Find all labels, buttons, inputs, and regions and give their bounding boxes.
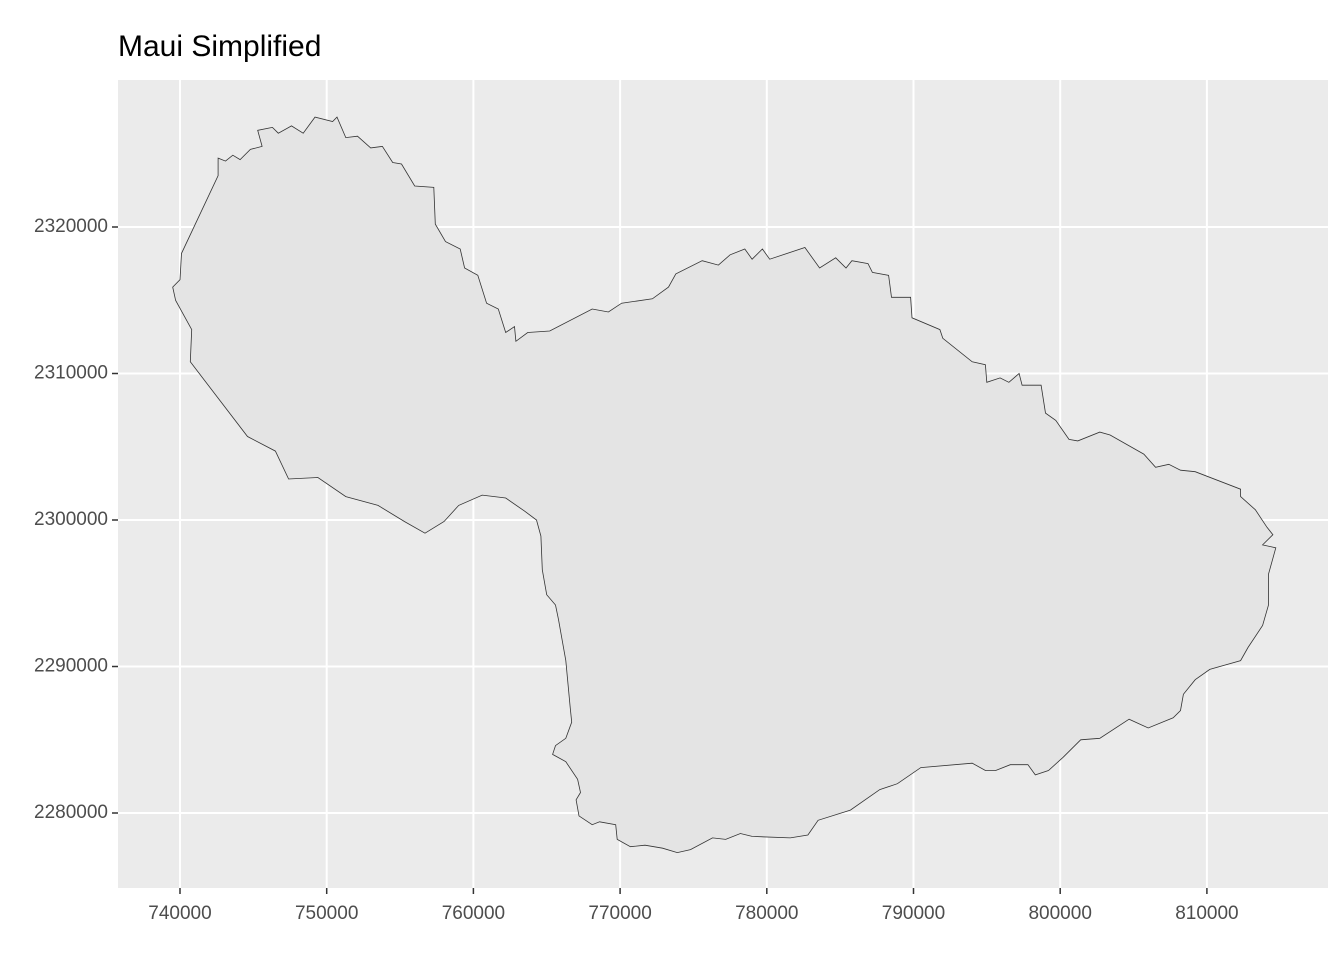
x-tick-label: 800000	[1028, 903, 1091, 924]
x-tick-label: 740000	[148, 903, 211, 924]
x-tick-label: 780000	[735, 903, 798, 924]
x-tick-label: 750000	[295, 903, 358, 924]
x-tick-label: 810000	[1175, 903, 1238, 924]
y-tick-label: 2280000	[34, 802, 108, 823]
y-tick-label: 2310000	[34, 363, 108, 384]
y-tick-label: 2300000	[34, 509, 108, 530]
x-tick-label: 790000	[882, 903, 945, 924]
y-tick-label: 2290000	[34, 656, 108, 677]
chart-title: Maui Simplified	[118, 30, 321, 63]
y-tick-label: 2320000	[34, 216, 108, 237]
island-polygon	[172, 116, 1277, 854]
x-tick-label: 760000	[442, 903, 505, 924]
x-tick-label: 770000	[588, 903, 651, 924]
